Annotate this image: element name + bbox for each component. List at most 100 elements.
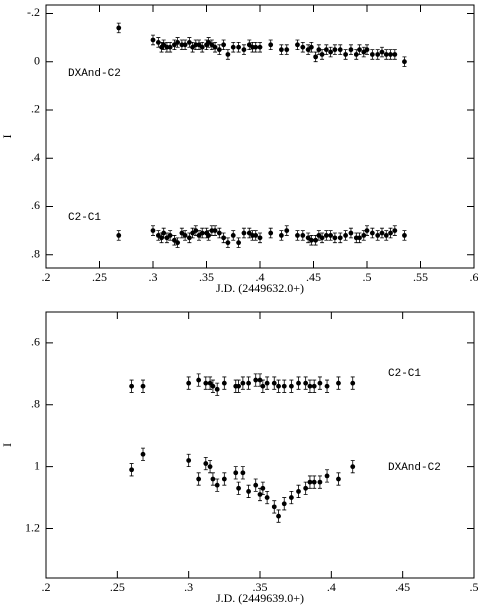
series-label: DXAnd-C2: [388, 462, 441, 474]
data-point: [300, 233, 306, 238]
data-point: [357, 235, 362, 241]
data-point: [343, 233, 348, 238]
data-point: [336, 380, 341, 386]
series-label: DXAnd-C2: [68, 68, 121, 80]
data-point: [196, 377, 202, 383]
data-point: [369, 230, 375, 236]
data-point: [343, 52, 348, 57]
data-point: [268, 230, 274, 236]
data-point: [216, 230, 222, 236]
data-point: [210, 476, 216, 482]
data-point: [364, 228, 370, 234]
data-point: [319, 235, 325, 241]
y-tick-label: 1.2: [25, 520, 40, 534]
y-tick-label: .2: [31, 102, 40, 116]
x-tick-label: .35: [199, 270, 214, 284]
data-point: [196, 476, 202, 482]
data-point: [392, 52, 398, 57]
data-point: [207, 380, 213, 386]
data-point: [295, 233, 300, 238]
x-tick-label: .45: [306, 270, 321, 284]
data-point: [207, 464, 213, 470]
data-point: [296, 488, 301, 494]
data-point: [203, 380, 209, 386]
data-point: [257, 44, 263, 50]
data-point: [296, 380, 301, 386]
data-point: [307, 479, 313, 485]
data-point: [388, 52, 393, 57]
data-point: [402, 59, 407, 65]
data-point: [264, 495, 270, 500]
data-point: [281, 383, 287, 389]
data-point: [307, 383, 313, 389]
data-point: [350, 380, 356, 386]
data-point: [186, 380, 192, 386]
data-point: [225, 52, 231, 57]
x-tick-label: .5: [470, 580, 478, 594]
x-axis-label: J.D. (2449632.0+): [216, 281, 304, 295]
data-point: [216, 47, 222, 53]
data-point: [392, 228, 398, 234]
data-point: [159, 235, 164, 241]
x-tick-label: .3: [184, 580, 193, 594]
data-point: [323, 233, 329, 238]
data-point: [284, 228, 290, 234]
data-point: [214, 386, 220, 392]
data-point: [175, 240, 181, 246]
data-point: [383, 52, 389, 57]
data-point: [324, 473, 330, 479]
data-point: [260, 485, 266, 491]
data-point: [288, 383, 294, 389]
data-point: [129, 467, 135, 473]
data-point: [350, 464, 356, 470]
y-tick-label: 1: [34, 458, 40, 472]
data-point: [317, 479, 323, 485]
data-point: [279, 233, 284, 238]
x-axis-label: J.D. (2449639.0+): [216, 591, 304, 605]
data-point: [236, 383, 242, 389]
data-point: [353, 52, 359, 57]
data-point: [364, 47, 370, 53]
data-point: [182, 233, 188, 238]
data-point: [253, 377, 259, 383]
data-point: [337, 47, 343, 53]
data-point: [199, 230, 205, 236]
y-axis-label: I: [0, 443, 14, 447]
x-tick-label: .55: [413, 270, 428, 284]
plot-frame: [45, 311, 475, 579]
x-tick-label: .2: [42, 270, 51, 284]
data-point: [240, 380, 246, 386]
data-point: [212, 44, 218, 50]
data-point: [308, 44, 314, 50]
data-point: [295, 42, 300, 48]
data-point: [281, 501, 287, 507]
data-point: [161, 230, 167, 236]
data-point: [317, 380, 323, 386]
data-point: [332, 235, 338, 241]
y-axis-label: I: [0, 135, 14, 139]
data-point: [221, 476, 227, 482]
data-point: [284, 47, 290, 53]
data-point: [379, 230, 385, 236]
data-point: [116, 25, 122, 31]
data-point: [336, 476, 341, 482]
data-point: [236, 485, 242, 491]
series-label: C2-C1: [388, 368, 421, 380]
data-point: [348, 47, 354, 53]
data-point: [230, 233, 236, 238]
data-point: [328, 49, 334, 55]
y-tick-label: .6: [31, 335, 40, 349]
data-point: [361, 233, 367, 238]
data-point: [140, 451, 146, 457]
data-point: [236, 44, 242, 50]
data-point: [241, 47, 247, 53]
data-point: [257, 492, 263, 497]
data-point: [328, 233, 334, 238]
data-point: [240, 470, 246, 476]
data-point: [116, 233, 122, 238]
data-point: [268, 42, 274, 48]
y-tick-label: .8: [31, 397, 40, 411]
data-point: [388, 230, 393, 236]
x-tick-label: .6: [470, 270, 478, 284]
